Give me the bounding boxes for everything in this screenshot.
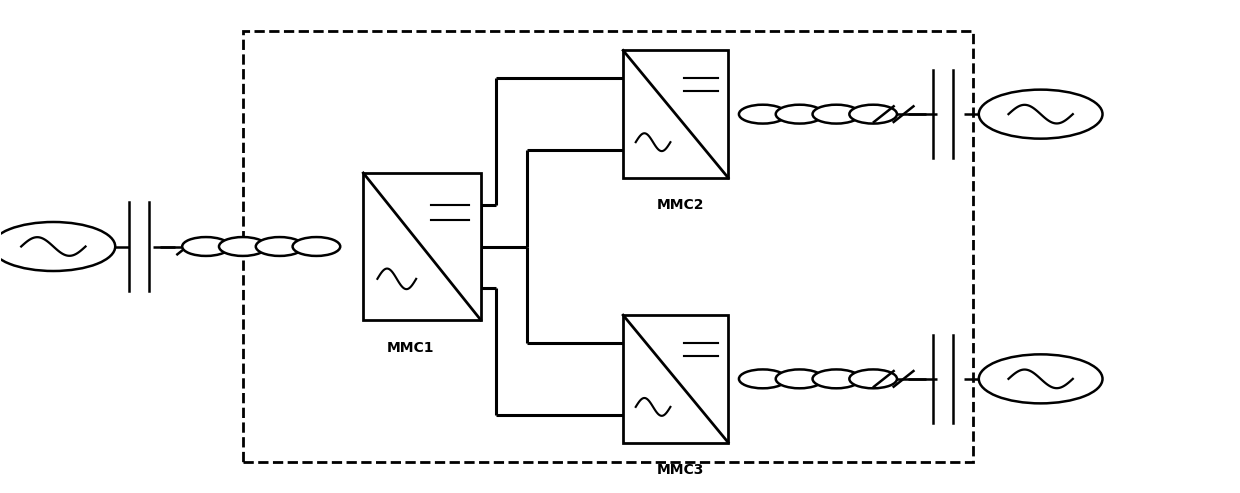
Text: MMC3: MMC3 [657, 462, 704, 477]
Circle shape [182, 237, 229, 256]
Bar [622, 50, 728, 178]
Circle shape [812, 369, 861, 388]
Circle shape [293, 237, 340, 256]
Circle shape [812, 105, 861, 124]
Circle shape [0, 222, 115, 271]
Circle shape [739, 105, 786, 124]
Bar [363, 173, 481, 320]
Circle shape [978, 354, 1102, 403]
Circle shape [849, 369, 897, 388]
Circle shape [255, 237, 304, 256]
Circle shape [739, 369, 786, 388]
Bar [622, 315, 728, 443]
Circle shape [776, 369, 823, 388]
Circle shape [978, 90, 1102, 139]
Bar [243, 31, 972, 462]
Circle shape [776, 105, 823, 124]
Text: MMC1: MMC1 [387, 342, 434, 355]
Circle shape [219, 237, 267, 256]
Text: MMC2: MMC2 [657, 198, 704, 212]
Circle shape [849, 105, 897, 124]
